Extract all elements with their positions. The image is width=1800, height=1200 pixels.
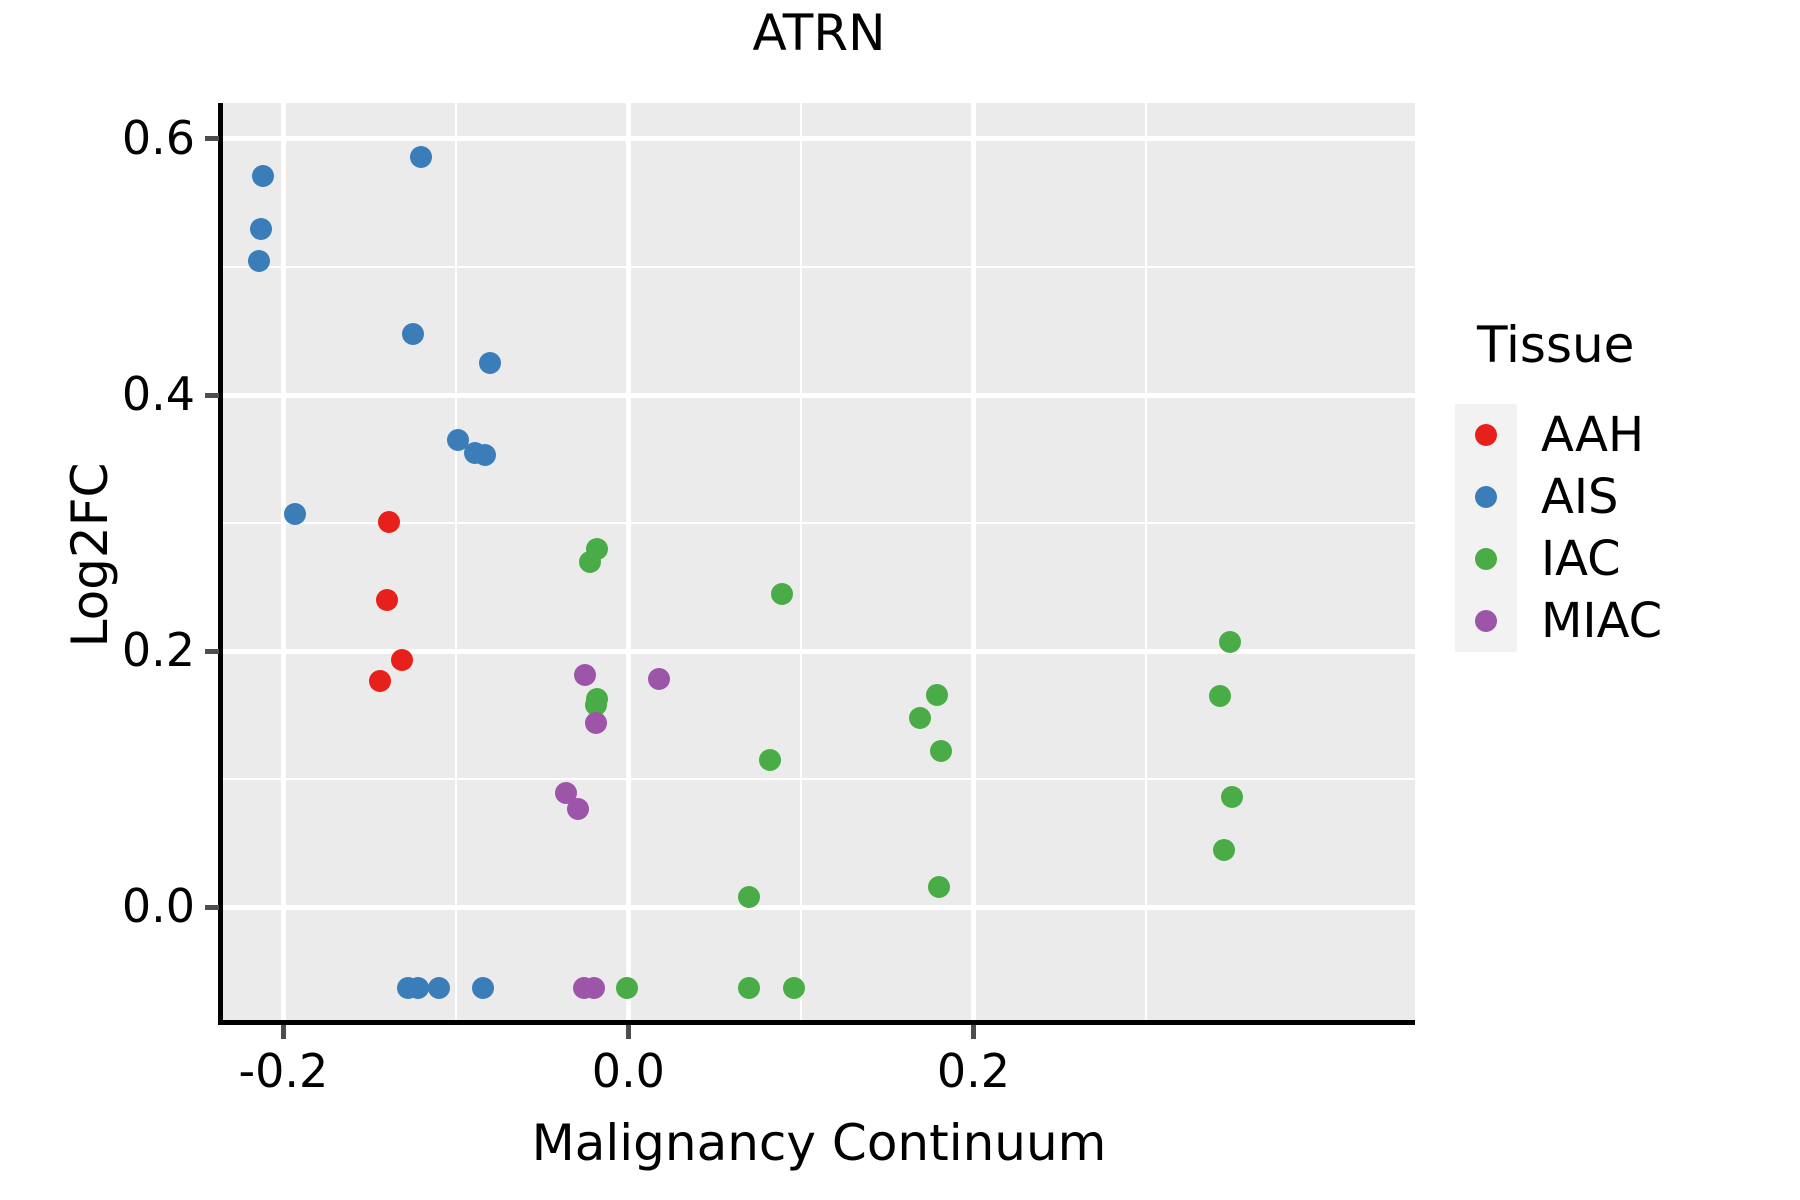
data-point-iac bbox=[927, 875, 950, 898]
plot-panel bbox=[223, 103, 1415, 1020]
legend-title: Tissue bbox=[1477, 316, 1635, 374]
data-point-ais bbox=[401, 322, 424, 345]
data-point-iac bbox=[1212, 838, 1235, 861]
data-point-iac bbox=[908, 706, 931, 729]
y-tick-label: 0.6 bbox=[121, 110, 195, 165]
legend-keys: AAH AIS IAC MIAC bbox=[1455, 404, 1785, 652]
legend: Tissue AAH AIS IAC MIAC bbox=[1455, 320, 1785, 652]
page-title: ATRN bbox=[752, 4, 886, 62]
data-point-ais bbox=[284, 503, 307, 526]
x-tick-mark bbox=[280, 1025, 286, 1039]
gridline-horizontal-major bbox=[223, 904, 1415, 910]
y-tick-mark bbox=[205, 136, 219, 142]
data-point-miac bbox=[584, 711, 607, 734]
y-tick-mark bbox=[205, 648, 219, 654]
legend-item-aah[interactable]: AAH bbox=[1455, 404, 1785, 466]
data-point-ais bbox=[472, 976, 495, 999]
gridline-horizontal-major bbox=[223, 392, 1415, 398]
y-axis-line bbox=[218, 103, 223, 1020]
y-tick-mark bbox=[205, 392, 219, 398]
data-point-iac bbox=[584, 693, 607, 716]
x-tick-label: 0.2 bbox=[936, 1044, 1010, 1098]
gridline-vertical-minor bbox=[1144, 103, 1147, 1020]
data-point-miac bbox=[648, 668, 671, 691]
data-point-ais bbox=[479, 351, 502, 374]
legend-swatch bbox=[1455, 528, 1517, 590]
gridline-horizontal-major bbox=[223, 136, 1415, 142]
data-point-ais bbox=[406, 976, 429, 999]
y-tick-label: 0.2 bbox=[121, 623, 195, 678]
y-tick-mark bbox=[205, 904, 219, 910]
y-tick-label: 0.0 bbox=[121, 879, 195, 934]
y-axis-title: Log2FC bbox=[61, 462, 119, 648]
legend-swatch bbox=[1455, 590, 1517, 652]
data-point-ais bbox=[251, 165, 274, 187]
data-point-iac bbox=[738, 886, 761, 909]
gridline-vertical-major bbox=[625, 103, 631, 1020]
x-tick-label: 0.0 bbox=[591, 1044, 665, 1098]
x-tick-mark bbox=[625, 1025, 631, 1039]
legend-item-label: MIAC bbox=[1541, 593, 1663, 649]
legend-swatch bbox=[1455, 466, 1517, 528]
x-axis-title: Malignancy Continuum bbox=[531, 1114, 1107, 1172]
legend-dot-icon bbox=[1475, 424, 1497, 446]
data-point-iac bbox=[1219, 631, 1242, 654]
data-point-aah bbox=[375, 588, 398, 611]
legend-item-label: AAH bbox=[1541, 407, 1645, 463]
legend-swatch bbox=[1455, 404, 1517, 466]
gridline-vertical-major bbox=[970, 103, 976, 1020]
data-point-iac bbox=[929, 740, 952, 763]
data-point-iac bbox=[615, 976, 638, 999]
x-tick-label: -0.2 bbox=[238, 1044, 329, 1098]
legend-dot-icon bbox=[1475, 548, 1497, 570]
data-point-miac bbox=[574, 664, 597, 687]
legend-item-iac[interactable]: IAC bbox=[1455, 528, 1785, 590]
gridline-vertical-minor bbox=[454, 103, 457, 1020]
gridline-horizontal-minor bbox=[223, 265, 1415, 268]
data-point-ais bbox=[248, 249, 271, 272]
data-point-iac bbox=[770, 582, 793, 605]
gridline-horizontal-major bbox=[223, 648, 1415, 654]
x-axis-line bbox=[218, 1020, 1415, 1025]
data-point-ais bbox=[446, 428, 469, 451]
gridline-vertical-minor bbox=[799, 103, 802, 1020]
legend-item-miac[interactable]: MIAC bbox=[1455, 590, 1785, 652]
data-point-iac bbox=[1209, 684, 1232, 707]
data-point-aah bbox=[377, 510, 400, 533]
y-tick-label: 0.4 bbox=[121, 367, 195, 421]
data-point-iac bbox=[738, 976, 761, 999]
legend-dot-icon bbox=[1475, 610, 1497, 632]
data-point-aah bbox=[391, 649, 414, 672]
gridline-horizontal-minor bbox=[223, 778, 1415, 781]
x-tick-mark bbox=[970, 1025, 976, 1039]
legend-item-label: IAC bbox=[1541, 531, 1621, 587]
data-point-iac bbox=[926, 683, 949, 706]
data-point-ais bbox=[249, 217, 272, 240]
legend-dot-icon bbox=[1475, 486, 1497, 508]
data-point-ais bbox=[474, 444, 497, 467]
data-point-ais bbox=[410, 145, 433, 168]
data-point-aah bbox=[368, 669, 391, 692]
legend-item-ais[interactable]: AIS bbox=[1455, 466, 1785, 528]
data-point-miac bbox=[582, 976, 605, 999]
gridline-vertical-major bbox=[280, 103, 286, 1020]
data-point-iac bbox=[1221, 786, 1244, 809]
legend-item-label: AIS bbox=[1541, 469, 1619, 525]
data-point-iac bbox=[758, 749, 781, 771]
data-point-ais bbox=[427, 976, 450, 999]
data-point-iac bbox=[579, 550, 602, 573]
data-point-miac bbox=[567, 797, 590, 820]
gridline-horizontal-minor bbox=[223, 522, 1415, 525]
data-point-iac bbox=[782, 976, 805, 999]
